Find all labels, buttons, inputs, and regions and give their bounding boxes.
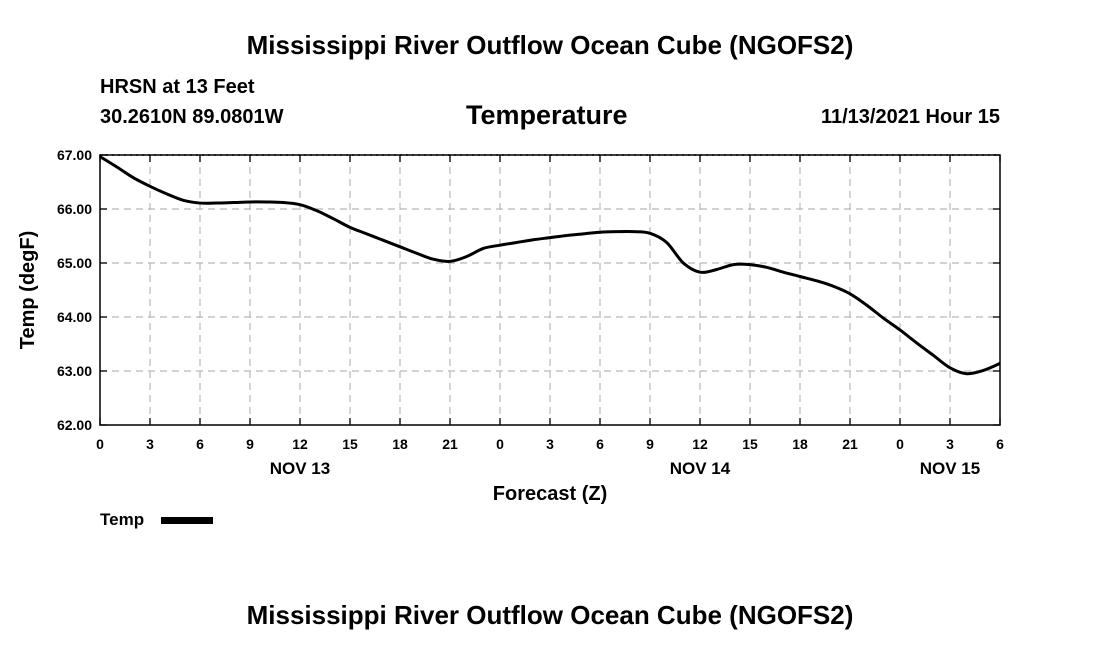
y-tick-label: 66.00	[57, 201, 92, 217]
x-tick-label: 3	[546, 436, 554, 452]
y-tick-label: 64.00	[57, 309, 92, 325]
y-tick-label: 65.00	[57, 255, 92, 271]
panel-title: Temperature	[466, 100, 628, 130]
temp-series-line	[99, 155, 1001, 376]
x-tick-label: 15	[742, 436, 758, 452]
x-tick-label: 9	[646, 436, 654, 452]
x-tick-label: 21	[842, 436, 858, 452]
x-tick-label: 21	[442, 436, 458, 452]
y-axis-title: Temp (degF)	[17, 231, 39, 350]
x-tick-label: 15	[342, 436, 358, 452]
x-tick-label: 6	[996, 436, 1004, 452]
x-tick-label: 0	[896, 436, 904, 452]
x-tick-label: 12	[692, 436, 708, 452]
x-tick-label: 0	[96, 436, 104, 452]
grid	[100, 154, 1000, 425]
x-tick-label: 0	[496, 436, 504, 452]
x-tick-label: 6	[596, 436, 604, 452]
forecast-datetime: 11/13/2021 Hour 15	[820, 106, 1000, 128]
x-tick-label: 18	[392, 436, 408, 452]
day-label: NOV 13	[270, 459, 330, 478]
y-tick-label: 63.00	[57, 363, 92, 379]
x-axis-title: Forecast (Z)	[493, 483, 607, 505]
x-tick-label: 9	[246, 436, 254, 452]
main-title: Mississippi River Outflow Ocean Cube (NG…	[246, 30, 854, 60]
y-tick-label: 62.00	[57, 417, 92, 433]
ticks: 0 3 6 9 12 15 18 21 0 3 6 9 12 15 18 21 0 3 6 62.00 63.00 64.…	[57, 147, 1004, 478]
station-label: HRSN at 13 Feet	[100, 76, 255, 98]
footer-title: Mississippi River Outflow Ocean Cube (NG…	[246, 600, 854, 630]
day-label: NOV 15	[920, 459, 980, 478]
day-label: NOV 14	[670, 459, 731, 478]
legend-swatch	[161, 517, 213, 524]
x-tick-label: 3	[946, 436, 954, 452]
x-tick-label: 18	[792, 436, 808, 452]
y-tick-label: 67.00	[57, 147, 92, 163]
x-tick-label: 6	[196, 436, 204, 452]
coordinates-label: 30.2610N 89.0801W	[100, 106, 284, 128]
x-tick-label: 3	[146, 436, 154, 452]
x-tick-label: 12	[292, 436, 308, 452]
legend-label: Temp	[100, 510, 144, 529]
